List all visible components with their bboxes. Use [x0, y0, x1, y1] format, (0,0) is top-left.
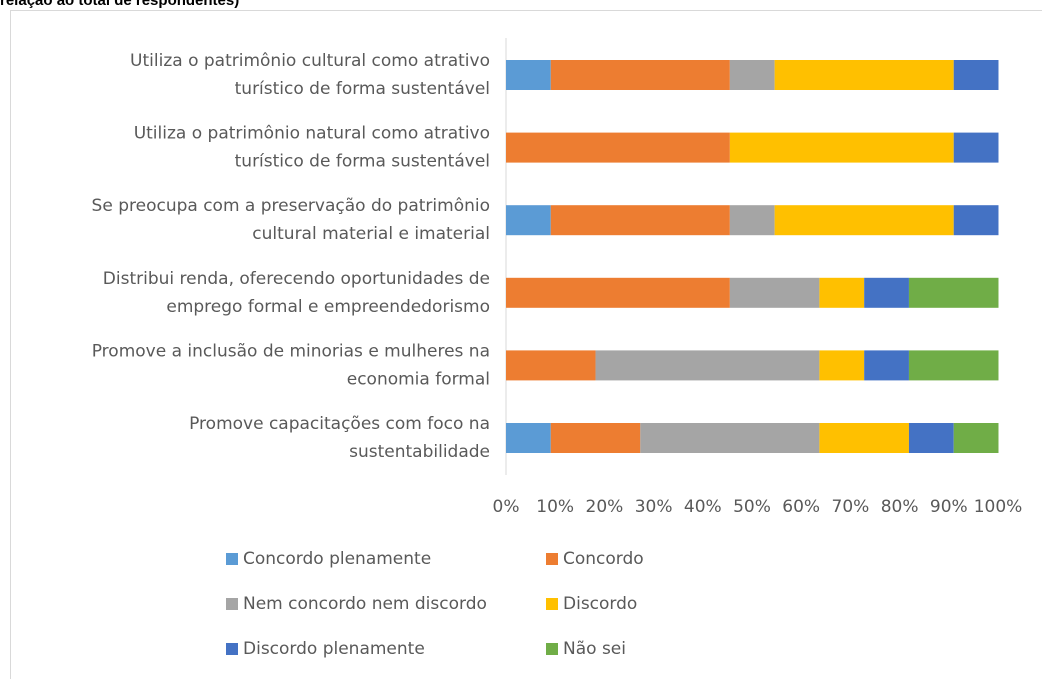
x-tick-label: 20% — [586, 497, 624, 517]
legend-label: Concordo — [563, 549, 644, 569]
bar-segment — [729, 132, 954, 163]
legend-swatch — [546, 598, 558, 610]
category-label: Se preocupa com a preservação do patrimô… — [92, 196, 490, 216]
bar-segment — [908, 423, 954, 453]
bar-segment — [506, 205, 551, 236]
bar-segment — [729, 60, 775, 90]
x-tick-label: 0% — [493, 497, 520, 517]
category-label: emprego formal e empreendedorismo — [166, 297, 490, 317]
bar-segment — [953, 132, 999, 163]
category-label: Utiliza o patrimônio cultural como atrat… — [130, 51, 490, 71]
bar-segment — [550, 60, 730, 90]
bar-segment — [729, 277, 820, 308]
bar-segment — [819, 423, 909, 453]
category-label: turístico de forma sustentável — [235, 152, 490, 172]
bar-segment — [729, 205, 775, 236]
legend-swatch — [546, 643, 558, 655]
x-tick-label: 10% — [536, 497, 574, 517]
bar-segment — [908, 277, 999, 308]
bar-segment — [819, 350, 865, 381]
category-label: Promove capacitações com foco na — [189, 414, 490, 434]
category-label: Distribui renda, oferecendo oportunidade… — [103, 269, 490, 289]
x-tick-label: 70% — [832, 497, 870, 517]
bar-segment — [640, 423, 820, 453]
bar-segment — [506, 277, 730, 308]
bar-segment — [908, 350, 999, 381]
chart-frame — [10, 10, 1042, 679]
category-label: turístico de forma sustentável — [235, 79, 490, 99]
bar-segment — [953, 205, 999, 236]
legend-label: Discordo plenamente — [243, 639, 425, 659]
legend-swatch — [226, 598, 238, 610]
legend-swatch — [226, 643, 238, 655]
category-label: economia formal — [347, 369, 490, 389]
bar-segment — [550, 205, 730, 236]
x-tick-label: 80% — [881, 497, 919, 517]
x-tick-label: 90% — [930, 497, 968, 517]
bar-segment — [506, 423, 551, 453]
x-tick-label: 100% — [974, 497, 1023, 517]
bar-segment — [819, 277, 865, 308]
x-tick-label: 30% — [635, 497, 673, 517]
bar-segment — [506, 132, 730, 163]
bar-segment — [774, 205, 954, 236]
category-label: Utiliza o patrimônio natural como atrati… — [134, 124, 490, 144]
legend-swatch — [546, 553, 558, 565]
category-label: Promove a inclusão de minorias e mulhere… — [92, 341, 490, 361]
x-tick-label: 60% — [782, 497, 820, 517]
bar-segment — [774, 60, 954, 90]
bar-segment — [864, 277, 909, 308]
chart-title: relação ao total de respondentes) — [0, 0, 239, 9]
legend-label: Nem concordo nem discordo — [243, 594, 487, 614]
bar-segment — [506, 60, 551, 90]
x-tick-label: 50% — [733, 497, 771, 517]
legend-swatch — [226, 553, 238, 565]
bar-segment — [864, 350, 909, 381]
bar-segment — [550, 423, 641, 453]
bar-segment — [953, 60, 999, 90]
legend-label: Discordo — [563, 594, 637, 614]
legend-label: Concordo plenamente — [243, 549, 431, 569]
bar-segment — [506, 350, 596, 381]
bar-segment — [595, 350, 820, 381]
legend-label: Não sei — [563, 639, 626, 659]
bar-segment — [953, 423, 999, 453]
category-label: cultural material e imaterial — [252, 224, 490, 244]
category-label: sustentabilidade — [349, 442, 490, 462]
x-tick-label: 40% — [684, 497, 722, 517]
